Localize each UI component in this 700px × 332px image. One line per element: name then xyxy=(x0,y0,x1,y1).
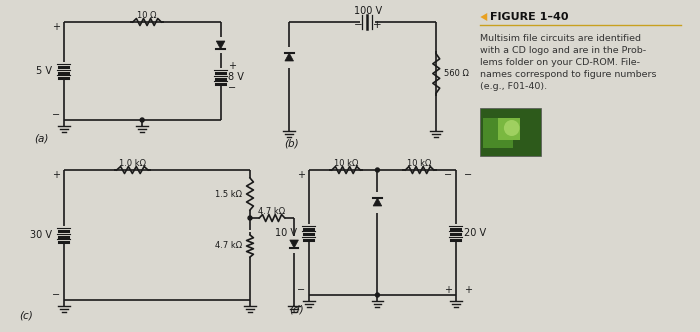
Polygon shape xyxy=(373,198,382,206)
Polygon shape xyxy=(216,41,225,49)
Text: FIGURE 1–40: FIGURE 1–40 xyxy=(490,12,568,22)
Text: Multisim file circuits are identified: Multisim file circuits are identified xyxy=(480,34,641,43)
Polygon shape xyxy=(480,13,487,21)
Text: 20 V: 20 V xyxy=(463,227,486,237)
Text: +: + xyxy=(52,22,60,32)
Circle shape xyxy=(140,118,144,122)
Text: −: − xyxy=(52,290,60,300)
Polygon shape xyxy=(290,240,298,248)
Text: (c): (c) xyxy=(20,310,34,320)
Text: (d): (d) xyxy=(289,305,304,315)
Text: −: − xyxy=(444,170,452,180)
Text: lems folder on your CD-ROM. File-: lems folder on your CD-ROM. File- xyxy=(480,58,640,67)
Text: 10 kΩ: 10 kΩ xyxy=(334,158,358,168)
Text: −: − xyxy=(463,170,472,180)
Bar xyxy=(498,118,519,140)
Text: 1.0 kΩ: 1.0 kΩ xyxy=(119,158,146,168)
Text: 4.7 kΩ: 4.7 kΩ xyxy=(258,207,286,215)
Circle shape xyxy=(375,293,379,297)
Text: 560 Ω: 560 Ω xyxy=(444,69,469,78)
Polygon shape xyxy=(285,53,293,61)
Text: 4.7 kΩ: 4.7 kΩ xyxy=(215,241,242,251)
Text: −: − xyxy=(228,83,237,93)
Text: +: + xyxy=(444,285,452,295)
Text: 5 V: 5 V xyxy=(36,66,52,76)
Text: 8 V: 8 V xyxy=(228,72,244,82)
Circle shape xyxy=(504,120,519,136)
Circle shape xyxy=(248,216,252,220)
Bar xyxy=(483,118,512,148)
Text: 30 V: 30 V xyxy=(30,230,52,240)
Text: 100 V: 100 V xyxy=(354,6,382,16)
Text: 10 Ω: 10 Ω xyxy=(137,11,157,20)
Text: +: + xyxy=(373,20,382,30)
Text: 1.5 kΩ: 1.5 kΩ xyxy=(215,190,242,199)
Text: with a CD logo and are in the Prob-: with a CD logo and are in the Prob- xyxy=(480,46,647,55)
Text: −: − xyxy=(297,285,305,295)
Text: (a): (a) xyxy=(34,133,49,143)
Text: names correspond to figure numbers: names correspond to figure numbers xyxy=(480,70,657,79)
Text: +: + xyxy=(52,170,60,180)
Text: +: + xyxy=(228,61,237,71)
Bar xyxy=(480,108,541,156)
Text: +: + xyxy=(297,170,305,180)
Text: −: − xyxy=(354,20,362,30)
Text: −: − xyxy=(52,110,60,120)
Text: 10 kΩ: 10 kΩ xyxy=(407,158,432,168)
Text: 10 V: 10 V xyxy=(275,227,297,237)
Text: (b): (b) xyxy=(284,138,299,148)
Circle shape xyxy=(375,168,379,172)
Text: (e.g., F01-40).: (e.g., F01-40). xyxy=(480,82,547,91)
Text: +: + xyxy=(463,285,472,295)
